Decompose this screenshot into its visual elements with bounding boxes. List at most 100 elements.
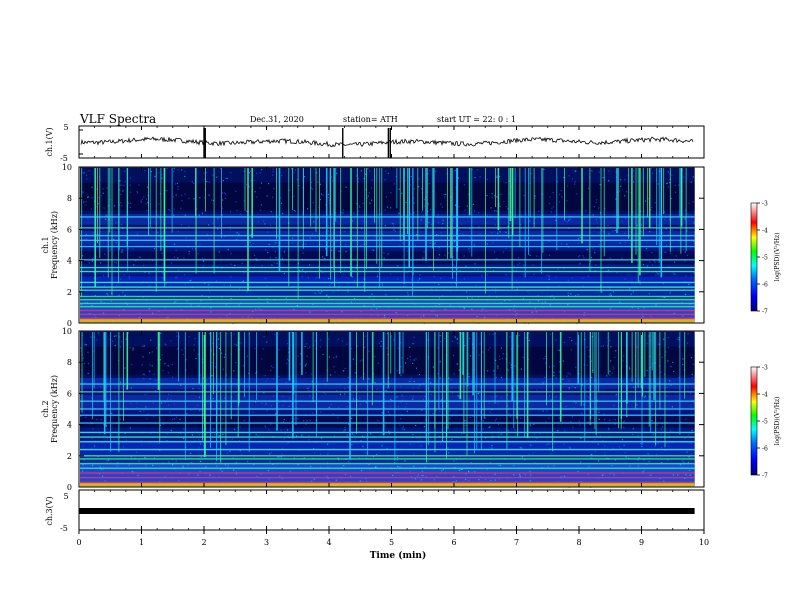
spec-speckle xyxy=(669,252,671,254)
spec-speckle xyxy=(384,425,386,427)
spec-speckle xyxy=(453,241,455,243)
spec-speckle xyxy=(128,464,130,466)
spec-speckle xyxy=(594,252,596,254)
spec-speckle xyxy=(463,278,465,280)
spec-speckle xyxy=(492,333,494,335)
spec-speckle xyxy=(159,193,161,195)
spec-speckle xyxy=(250,244,252,246)
spec-speckle xyxy=(484,437,487,439)
spec-speckle xyxy=(345,244,347,246)
ch1-colorbar-label: log(PSD)(V²/Hz) xyxy=(774,233,781,282)
spec-speckle xyxy=(548,254,550,256)
spec-speckle xyxy=(590,360,592,362)
spec-line-1-11 xyxy=(80,266,695,269)
spec-speckle xyxy=(630,293,632,295)
spec-speckle xyxy=(590,256,592,259)
spec-speckle xyxy=(355,372,357,374)
spec-speckle xyxy=(692,176,694,178)
spec-speckle xyxy=(152,464,154,466)
spec-speckle xyxy=(479,386,481,388)
spec-speckle xyxy=(218,435,220,437)
spec-speckle xyxy=(386,448,388,450)
spec-speckle xyxy=(327,332,329,334)
spec-speckle xyxy=(401,428,403,430)
spec-speckle xyxy=(238,288,241,290)
spec-speckle xyxy=(348,461,350,463)
spec-speckle xyxy=(567,292,569,294)
spec-speckle xyxy=(287,442,289,444)
spec-speckle xyxy=(163,423,165,425)
spec-speckle xyxy=(120,202,122,204)
spec-speckle xyxy=(598,460,600,462)
spec-speckle xyxy=(229,229,232,231)
spec-speckle xyxy=(687,342,689,344)
spec-speckle xyxy=(691,288,693,290)
spec-speckle xyxy=(270,452,272,454)
spec-speckle xyxy=(151,351,153,353)
spec-speckle xyxy=(528,453,530,456)
spec-speckle xyxy=(424,466,426,468)
spec-speckle xyxy=(360,170,362,172)
spec-speckle xyxy=(244,244,246,246)
spec-speckle xyxy=(351,394,353,396)
spec-speckle xyxy=(149,378,151,380)
spec-speckle xyxy=(571,416,574,418)
spec-speckle xyxy=(620,447,622,450)
spec-speckle xyxy=(494,210,496,212)
spec-speckle xyxy=(253,179,255,182)
spec-speckle xyxy=(656,272,658,274)
spec-speckle xyxy=(690,181,692,183)
spec-speckle xyxy=(393,229,395,231)
spec-speckle xyxy=(146,210,148,212)
spec-speckle xyxy=(457,342,459,344)
spec-speckle xyxy=(182,353,184,355)
spec-speckle xyxy=(429,170,431,172)
spec-speckle xyxy=(159,217,161,219)
spec-speckle xyxy=(454,336,456,339)
spec-speckle xyxy=(410,377,412,379)
spec-speckle xyxy=(303,457,305,459)
spec-speckle xyxy=(136,402,138,404)
spec-speckle xyxy=(221,470,223,472)
spec-speckle xyxy=(256,475,258,478)
spec-speckle xyxy=(420,211,423,213)
spec-speckle xyxy=(477,399,479,401)
spec-speckle xyxy=(409,471,411,473)
spec-speckle xyxy=(633,175,635,177)
spec-speckle xyxy=(672,361,674,363)
spec-speckle xyxy=(505,274,507,276)
spec-speckle xyxy=(602,267,604,270)
spec-speckle xyxy=(438,283,440,286)
spec-speckle xyxy=(143,264,145,267)
spec-speckle xyxy=(527,332,529,334)
spec-speckle xyxy=(320,437,323,439)
spec-speckle xyxy=(406,358,409,360)
spec-speckle xyxy=(87,372,89,375)
spec-speckle xyxy=(129,346,131,349)
spec-speckle xyxy=(147,201,149,204)
spec-speckle xyxy=(198,388,200,390)
spec-speckle xyxy=(202,260,205,262)
spec-speckle xyxy=(281,447,283,449)
spec-speckle xyxy=(343,269,345,271)
spec-speckle xyxy=(555,377,557,379)
spec-speckle xyxy=(222,199,224,201)
spec-speckle xyxy=(113,335,115,337)
spec-speckle xyxy=(308,389,310,392)
spec-speckle xyxy=(81,411,83,413)
ytick-label-1-3: 6 xyxy=(67,225,72,234)
spec-speckle xyxy=(490,479,492,482)
spec-speckle xyxy=(144,456,146,459)
spec-speckle xyxy=(660,428,662,430)
spec-speckle xyxy=(668,182,671,184)
spec-speckle xyxy=(220,215,222,217)
spec-speckle xyxy=(130,202,132,205)
spec-line-1-2 xyxy=(80,309,695,312)
spec-speckle xyxy=(644,323,646,325)
spec-speckle xyxy=(185,446,187,448)
spec-speckle xyxy=(671,406,673,408)
spec-speckle xyxy=(429,242,431,244)
spec-speckle xyxy=(217,435,219,437)
spec-speckle xyxy=(313,221,315,223)
